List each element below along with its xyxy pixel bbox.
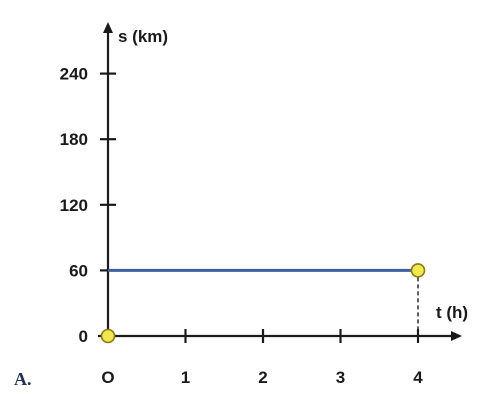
y-tick-label-3: 180	[60, 130, 88, 149]
x-tick-label-1: 1	[181, 368, 190, 387]
x-tick-labels: O 1 2 3 4	[101, 368, 423, 387]
x-axis-label: t (h)	[436, 303, 468, 322]
data-point-marker-0	[100, 328, 116, 344]
x-tick-label-0: O	[101, 368, 114, 387]
x-tick-label-2: 2	[258, 368, 267, 387]
y-axis-arrow	[103, 22, 113, 33]
x-axis-arrow	[451, 331, 462, 341]
y-tick-label-2: 120	[60, 196, 88, 215]
y-tick-label-1: 60	[69, 261, 88, 280]
x-tick-label-3: 3	[336, 368, 345, 387]
data-point-marker-1	[410, 263, 426, 278]
axes	[98, 22, 462, 341]
y-tick-label-4: 240	[60, 65, 88, 84]
y-tick-label-0: 0	[79, 327, 88, 346]
markers	[100, 263, 426, 344]
panel-label: A.	[14, 369, 32, 389]
y-axis-label: s (km)	[118, 27, 168, 46]
y-tick-labels: 0 60 120 180 240	[60, 65, 88, 346]
x-tick-label-4: 4	[413, 368, 423, 387]
